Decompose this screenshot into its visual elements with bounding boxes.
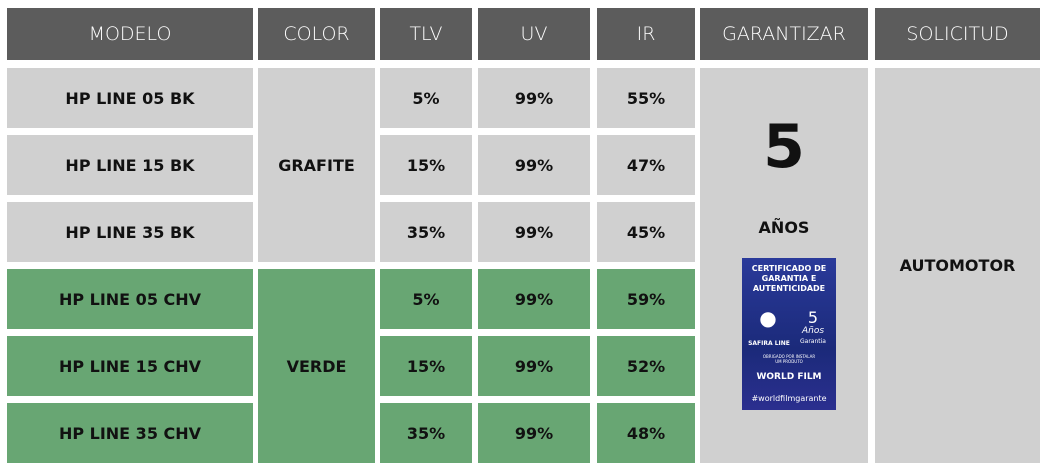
model-cell: HP LINE 05 BK [7, 68, 253, 128]
value-cell: 99% [478, 68, 590, 128]
model-cell: HP LINE 15 CHV [7, 336, 253, 396]
value-cell: 35% [380, 202, 472, 262]
value-cell: 99% [478, 202, 590, 262]
model-cell: HP LINE 15 BK [7, 135, 253, 195]
header-cell: COLOR [258, 8, 375, 60]
header-cell: SOLICITUD [875, 8, 1040, 60]
warranty-unit: AÑOS [758, 217, 810, 237]
value-cell: 59% [597, 269, 695, 329]
color-cell: VERDE [258, 269, 375, 463]
color-cell: GRAFITE [258, 68, 375, 262]
cert-brand: SAFIRA LINE [748, 340, 790, 347]
cert-icon: ● [759, 306, 777, 330]
value-cell: 5% [380, 68, 472, 128]
cert-years-text: Años [801, 326, 825, 336]
value-cell: 47% [597, 135, 695, 195]
header-cell: GARANTIZAR [700, 8, 868, 60]
cert-years: 5 [807, 308, 819, 327]
model-cell: HP LINE 35 BK [7, 202, 253, 262]
warranty-number: 5 [763, 112, 805, 182]
header-cell: IR [597, 8, 695, 60]
value-cell: 48% [597, 403, 695, 463]
model-cell: HP LINE 05 CHV [7, 269, 253, 329]
cert-maker: WORLD FILM [756, 372, 822, 382]
cert-title: CERTIFICADO DE GARANTIA E AUTENTICIDADE [751, 264, 827, 293]
value-cell: 99% [478, 336, 590, 396]
header-cell: MODELO [7, 8, 253, 60]
value-cell: 35% [380, 403, 472, 463]
value-cell: 99% [478, 269, 590, 329]
value-cell: 15% [380, 135, 472, 195]
cert-hashtag: #worldfilmgarante [751, 394, 827, 403]
cert-years-sub: Garantia [800, 338, 826, 345]
cert-note: OBRIGADO POR INSTALAR UM PRODUTO [762, 354, 816, 364]
value-cell: 99% [478, 135, 590, 195]
header-cell: UV [478, 8, 590, 60]
value-cell: 5% [380, 269, 472, 329]
certificate: CERTIFICADO DE GARANTIA E AUTENTICIDADE … [742, 258, 836, 410]
header-cell: TLV [380, 8, 472, 60]
value-cell: 99% [478, 403, 590, 463]
value-cell: 52% [597, 336, 695, 396]
model-cell: HP LINE 35 CHV [7, 403, 253, 463]
value-cell: 45% [597, 202, 695, 262]
value-cell: 15% [380, 336, 472, 396]
value-cell: 55% [597, 68, 695, 128]
application-cell: AUTOMOTOR [875, 68, 1040, 463]
